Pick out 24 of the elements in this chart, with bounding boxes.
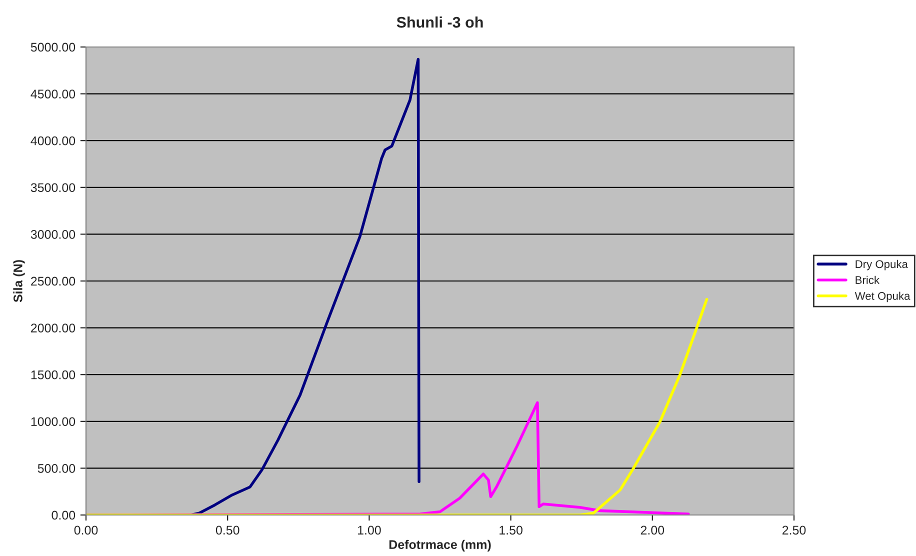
x-tick-label: 0.00 xyxy=(74,526,98,535)
y-tick-label: 3500.00 xyxy=(30,183,76,192)
y-tick-label: 3000.00 xyxy=(30,230,76,239)
y-tick-label: 1000.00 xyxy=(31,417,76,426)
y-tick-label: 0.00 xyxy=(52,510,76,520)
chart-title: Shunli -3 oh xyxy=(396,16,483,28)
x-tick-label: 1.00 xyxy=(358,526,381,535)
y-tick-label: 4000.00 xyxy=(30,136,76,146)
legend-label: Dry Opuka xyxy=(856,260,908,270)
x-tick-label: 2.00 xyxy=(640,526,664,535)
x-tick-label: 2.50 xyxy=(782,526,806,535)
y-tick-label: 1500.00 xyxy=(31,370,76,380)
legend-label: Wet Opuka xyxy=(854,292,910,302)
x-tick-label: 1.50 xyxy=(500,526,522,535)
line-series xyxy=(86,298,708,515)
y-axis-title: Sila (N) xyxy=(13,260,25,302)
y-tick-label: 500.00 xyxy=(38,464,76,473)
y-tick-label: 2500.00 xyxy=(31,276,76,286)
x-tick-label: 0.50 xyxy=(216,526,240,535)
x-axis-title: Defotrmace (mm) xyxy=(389,540,491,552)
y-tick-label: 4500.00 xyxy=(30,90,76,98)
y-tick-label: 5000.00 xyxy=(30,42,76,52)
y-tick-label: 2000.00 xyxy=(31,324,76,332)
legend-label: Brick xyxy=(856,276,880,284)
